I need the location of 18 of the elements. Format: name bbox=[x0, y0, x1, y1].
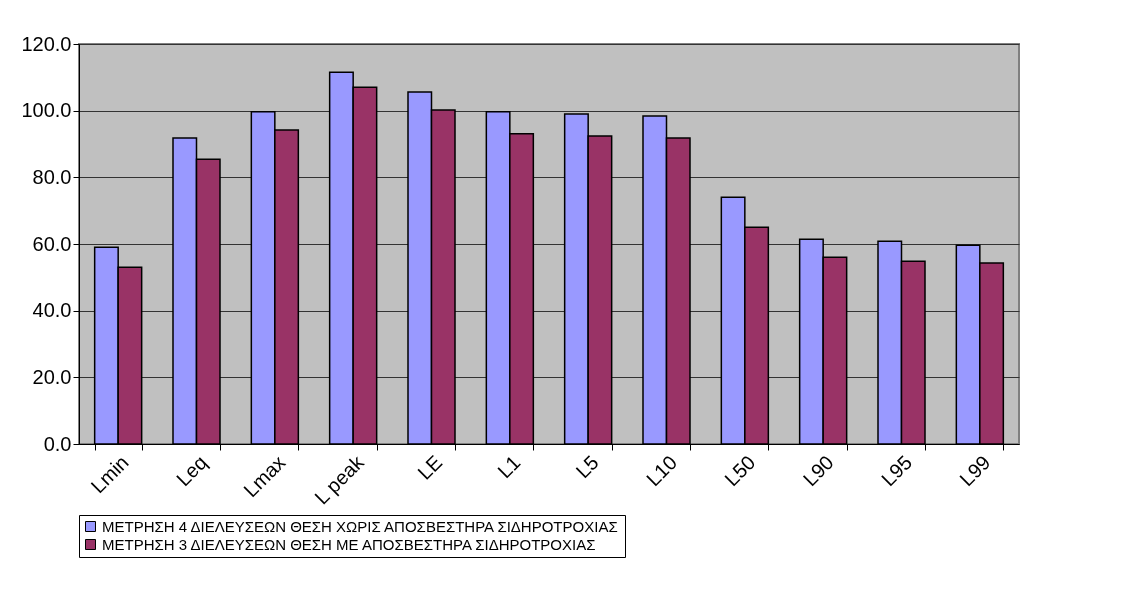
x-tick-label: L99 bbox=[955, 451, 995, 491]
x-tick-label: L5 bbox=[571, 451, 603, 483]
x-tick-label: LE bbox=[413, 451, 447, 484]
y-tick-label: 40.0 bbox=[32, 299, 72, 322]
x-tick-label: L90 bbox=[798, 451, 838, 491]
y-tick-label: 20.0 bbox=[32, 365, 72, 388]
y-tick-label: 80.0 bbox=[32, 165, 72, 188]
y-tick-label: 120.0 bbox=[21, 32, 72, 55]
y-tick-label: 60.0 bbox=[32, 232, 72, 255]
x-tick-label: Leq bbox=[171, 451, 212, 491]
x-tick-label: L50 bbox=[720, 451, 760, 491]
x-tick-label: L95 bbox=[876, 451, 917, 491]
x-tick-label: L10 bbox=[641, 451, 682, 491]
y-tick-label: 0.0 bbox=[43, 432, 72, 455]
legend-label: ΜΕΤΡΗΣΗ 3 ΔΙΕΛΕΥΣΕΩΝ ΘΕΣΗ ΜΕ ΑΠΟΣΒΕΣΤΗΡΑ ΣΙΔΗΡΟΤΡΟΧΙΑΣ bbox=[102, 535, 596, 553]
x-tick-label: L1 bbox=[493, 451, 525, 483]
y-tick-label: 100.0 bbox=[21, 99, 72, 122]
legend-label: ΜΕΤΡΗΣΗ 4 ΔΙΕΛΕΥΣΕΩΝ ΘΕΣΗ ΧΩΡΙΣ ΑΠΟΣΒΕΣΤΗΡΑ ΣΙΔΗΡΟΤΡΟΧΙΑΣ bbox=[102, 517, 618, 535]
